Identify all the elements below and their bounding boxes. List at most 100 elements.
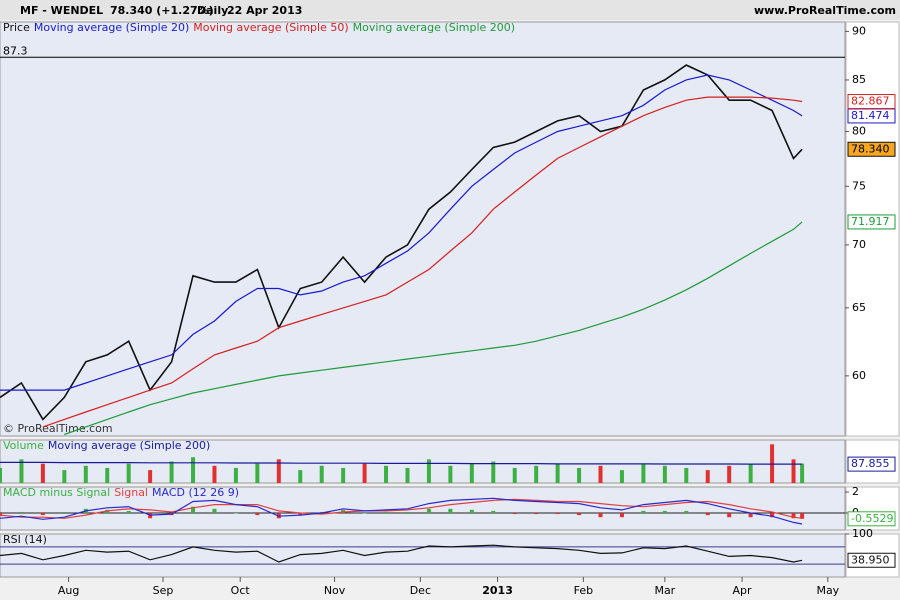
line <box>42 96 803 428</box>
legend-entry: Moving average (Simple 200) <box>353 21 515 34</box>
bar <box>233 467 238 483</box>
bar <box>276 459 281 483</box>
bar <box>555 463 560 483</box>
bar <box>791 513 796 519</box>
last-value-box <box>847 511 896 527</box>
bar <box>255 513 260 516</box>
legend-entry: Moving average (Simple 50) <box>193 21 348 34</box>
y-tick-label: 90 <box>852 24 866 37</box>
bar <box>255 463 260 483</box>
bar <box>212 508 217 514</box>
bar <box>662 510 667 514</box>
bar <box>512 467 517 483</box>
quote: 78.340 (+1.27%) <box>110 4 214 17</box>
bar <box>40 513 45 516</box>
x-tick-label: Oct <box>231 584 251 597</box>
bar <box>770 513 775 518</box>
x-tick-label: Mar <box>654 584 675 597</box>
bar <box>705 470 710 483</box>
bar <box>534 465 539 483</box>
y-tick-label: 60 <box>852 369 866 382</box>
x-tick-label: 2013 <box>482 584 513 597</box>
bar <box>577 513 582 516</box>
bar <box>448 508 453 514</box>
legend-entry: Price <box>3 21 30 34</box>
bar <box>233 513 238 514</box>
bar <box>298 513 303 516</box>
bar <box>705 513 710 516</box>
last-value-label: -0.5529 <box>851 512 893 525</box>
bar <box>684 467 689 483</box>
last-value-label: 78.340 <box>851 142 890 155</box>
x-tick-label: Dec <box>410 584 431 597</box>
bar <box>448 465 453 483</box>
bar <box>662 465 667 483</box>
bar <box>384 465 389 483</box>
y-tick-label: 80 <box>852 124 866 137</box>
last-value-label: 81.474 <box>851 109 890 122</box>
bar <box>405 511 410 514</box>
bar <box>362 463 367 483</box>
bar <box>800 463 805 483</box>
bar <box>748 513 753 518</box>
panel <box>0 533 846 578</box>
bar <box>748 463 753 483</box>
bar <box>19 459 24 483</box>
bar <box>40 463 45 483</box>
legend-entry: Volume <box>3 439 44 452</box>
x-tick-label: Aug <box>58 584 79 597</box>
bar <box>598 465 603 483</box>
last-value-label: 82.867 <box>851 95 890 108</box>
bar <box>534 513 539 515</box>
panel <box>0 21 846 437</box>
line <box>0 74 803 391</box>
panel <box>0 439 846 484</box>
last-value-label: 71.917 <box>851 215 890 228</box>
bar <box>62 470 67 483</box>
legend-entry: Moving average (Simple 20) <box>34 21 189 34</box>
x-tick-label: May <box>816 584 839 597</box>
bar <box>298 470 303 483</box>
bar <box>641 463 646 483</box>
bar <box>148 470 153 483</box>
watermark: © ProRealTime.com <box>3 422 113 435</box>
symbol: MF - WENDEL <box>20 4 103 17</box>
last-value-box <box>847 141 896 157</box>
bar <box>341 467 346 483</box>
bar <box>126 463 131 483</box>
legend-entry: Moving average (Simple 200) <box>48 439 210 452</box>
last-value-box <box>847 94 896 110</box>
line <box>0 497 803 525</box>
bar <box>727 513 732 518</box>
legend-entry: Signal <box>114 486 148 499</box>
y-tick-label: 100 <box>852 527 873 540</box>
period: Daily <box>197 4 228 17</box>
bar <box>319 465 324 483</box>
y-tick-label: 65 <box>852 301 866 314</box>
y-tick-label: 75 <box>852 179 866 192</box>
level-label: 87.3 <box>3 44 28 57</box>
bar <box>598 513 603 518</box>
y-tick-label: 70 <box>852 238 866 251</box>
bar <box>62 511 67 514</box>
site: www.ProRealTime.com <box>754 4 896 17</box>
bar <box>426 508 431 514</box>
bar <box>0 467 2 483</box>
bar <box>426 459 431 483</box>
last-value-box <box>847 214 896 230</box>
line <box>0 64 803 421</box>
bar <box>577 467 582 483</box>
bar <box>491 510 496 514</box>
header-bar <box>0 0 900 20</box>
bar <box>126 510 131 514</box>
bar <box>512 513 517 515</box>
x-tick-label: Feb <box>574 584 593 597</box>
y-tick-label: 2 <box>852 485 859 498</box>
bar <box>619 470 624 483</box>
legend-entry: RSI (14) <box>3 533 47 546</box>
bar <box>619 513 624 518</box>
bar <box>83 465 88 483</box>
bar <box>555 513 560 515</box>
line <box>0 544 803 563</box>
